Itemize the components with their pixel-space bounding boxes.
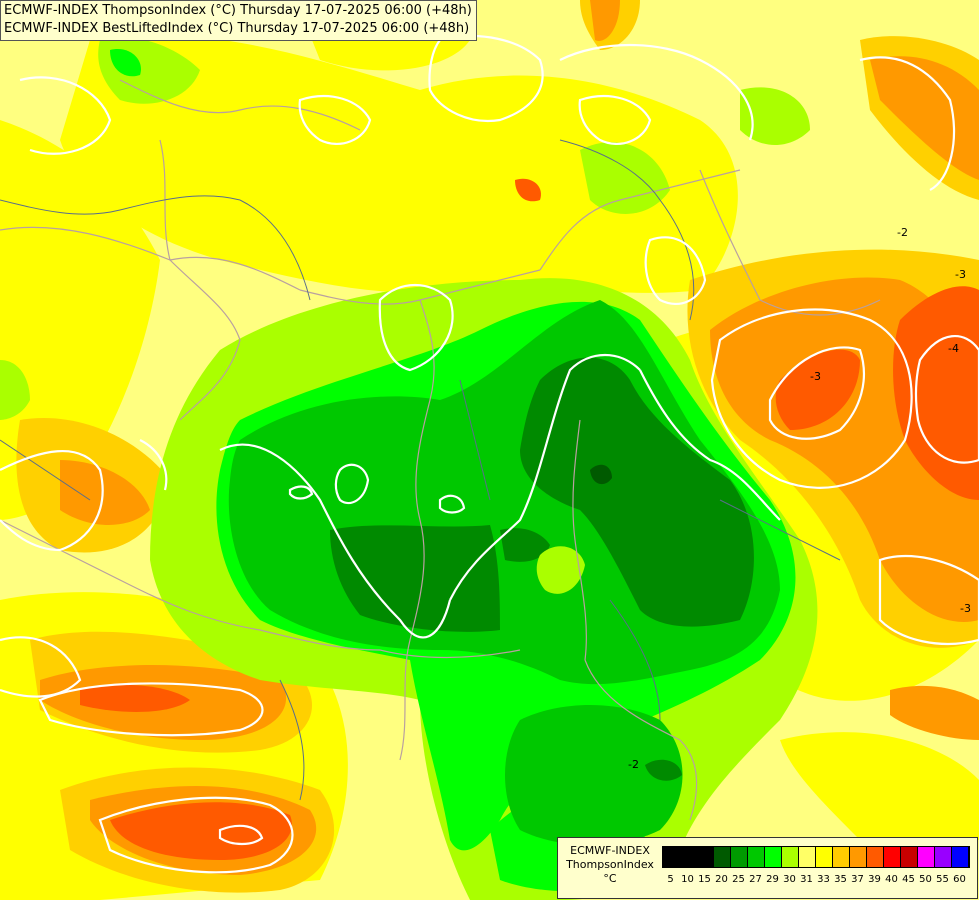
legend-tick-label: 10 <box>681 874 694 885</box>
contour-label: -3 <box>955 268 966 281</box>
title-best-lifted-index: ECMWF-INDEX BestLiftedIndex (°C) Thursda… <box>4 21 470 36</box>
legend-swatch <box>918 847 935 867</box>
inner-yellowgreen-areas <box>536 546 585 594</box>
legend-tick-label: 25 <box>732 874 745 885</box>
legend-tick-label: 20 <box>715 874 728 885</box>
legend-tick-label: 39 <box>868 874 881 885</box>
rivers <box>0 139 841 801</box>
deepgreen-areas <box>590 464 612 485</box>
legend-tick-label: 29 <box>766 874 779 885</box>
legend-swatch <box>663 847 680 867</box>
legend-label: ECMWF-INDEX ThompsonIndex °C <box>562 844 658 886</box>
legend-swatch <box>748 847 765 867</box>
legend-swatch <box>884 847 901 867</box>
lifted-index-contours <box>0 34 979 874</box>
legend-tick-label: 30 <box>783 874 796 885</box>
legend-tick-label: 50 <box>919 874 932 885</box>
legend-color-bar <box>662 846 970 868</box>
legend-tick-label: 35 <box>834 874 847 885</box>
legend-swatch <box>714 847 731 867</box>
darkgreen-areas <box>330 357 754 781</box>
legend-tick-label: 40 <box>885 874 898 885</box>
legend-swatch <box>833 847 850 867</box>
redorange-areas <box>80 178 979 860</box>
legend-swatch <box>850 847 867 867</box>
legend-swatch <box>782 847 799 867</box>
legend-model: ECMWF-INDEX <box>570 844 650 857</box>
title-thompson-index: ECMWF-INDEX ThompsonIndex (°C) Thursday … <box>4 3 472 18</box>
legend-swatch <box>680 847 697 867</box>
legend-swatch <box>867 847 884 867</box>
contour-label: -3 <box>810 370 821 383</box>
legend-tick-label: 27 <box>749 874 762 885</box>
legend-tick-label: 15 <box>698 874 711 885</box>
contour-label: -2 <box>628 758 639 771</box>
contour-labels: -3 -3 -4 -3 -2 -2 <box>628 226 971 771</box>
map-title-box: ECMWF-INDEX ThompsonIndex (°C) Thursday … <box>0 0 477 41</box>
legend-swatch <box>731 847 748 867</box>
legend-tick-label: 31 <box>800 874 813 885</box>
color-legend: ECMWF-INDEX ThompsonIndex °C 5 10 15 20 25 27… <box>557 837 978 899</box>
contour-label: -3 <box>960 602 971 615</box>
legend-swatch <box>952 847 969 867</box>
legend-tick-label: 33 <box>817 874 830 885</box>
legend-unit: °C <box>603 872 617 885</box>
legend-swatch <box>901 847 918 867</box>
legend-tick-label: 37 <box>851 874 864 885</box>
legend-parameter: ThompsonIndex <box>566 858 654 871</box>
country-borders <box>0 79 881 821</box>
legend-tick-label: 55 <box>936 874 949 885</box>
legend-swatch <box>935 847 952 867</box>
legend-swatch <box>765 847 782 867</box>
legend-swatch <box>816 847 833 867</box>
legend-swatch <box>697 847 714 867</box>
legend-tick-label: 5 <box>667 874 674 885</box>
legend-tick-label: 60 <box>953 874 966 885</box>
contour-label: -2 <box>897 226 908 239</box>
contour-label: -4 <box>948 342 959 355</box>
legend-ticks: 5 10 15 20 25 27 29 30 31 33 35 37 39 40 45 50 55 60 <box>662 874 968 885</box>
legend-tick-label: 45 <box>902 874 915 885</box>
legend-swatch <box>799 847 816 867</box>
